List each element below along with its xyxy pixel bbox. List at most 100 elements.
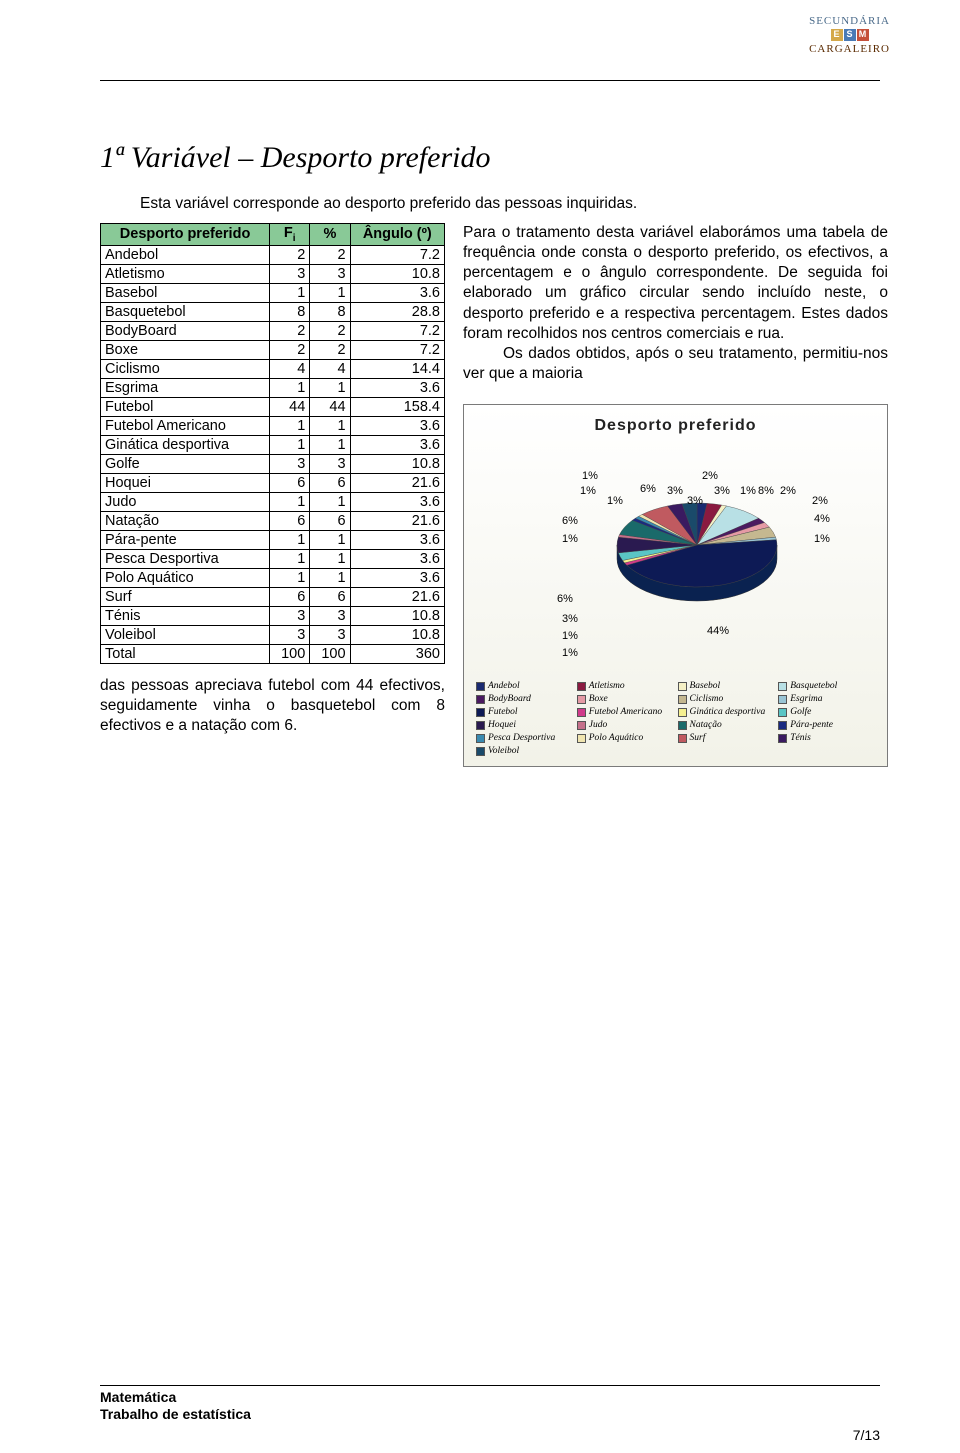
pct-label: 3% [562,613,578,625]
cell-pct: 1 [310,378,350,397]
cell-desporto: Ciclismo [101,359,270,378]
pct-label: 44% [707,625,729,637]
cell-angulo: 3.6 [350,378,444,397]
cell-fi: 8 [270,302,310,321]
cell-fi: 3 [270,454,310,473]
legend-label: Basebol [690,681,721,691]
cell-angulo: 3.6 [350,283,444,302]
cell-fi: 2 [270,340,310,359]
pct-label: 1% [562,533,578,545]
cell-fi: 6 [270,587,310,606]
legend-label: Ciclismo [690,694,724,704]
cell-desporto: Futebol Americano [101,416,270,435]
legend-label: Hoquei [488,720,516,730]
legend-label: Surf [690,733,706,743]
cell-angulo: 7.2 [350,340,444,359]
cell-fi: 1 [270,568,310,587]
pct-label: 1% [582,470,598,482]
pct-label: 1% [740,485,756,497]
pct-label: 3% [687,495,703,507]
cell-pct: 2 [310,340,350,359]
legend-item: Ciclismo [678,694,775,704]
pct-label: 3% [667,485,683,497]
legend-item: Surf [678,733,775,743]
table-row: Pára-pente 1 1 3.6 [101,530,445,549]
cell-pct: 1 [310,492,350,511]
legend-label: BodyBoard [488,694,531,704]
pct-label: 4% [814,513,830,525]
legend-label: Andebol [488,681,520,691]
table-row: Atletismo 3 3 10.8 [101,264,445,283]
legend-swatch [476,721,485,730]
cell-desporto: Judo [101,492,270,511]
table-row: Futebol Americano 1 1 3.6 [101,416,445,435]
pie-chart-area: 2%3%1%8%2%2%4%1%44%1%1%3%6%1%6%1%1%6%3%3… [472,455,879,675]
legend-label: Ginática desportiva [690,707,766,717]
legend-item: Natação [678,720,775,730]
legend-item: Voleibol [476,746,573,756]
logo-letter-m: M [857,29,869,41]
legend-label: Polo Aquático [589,733,643,743]
cell-angulo: 21.6 [350,473,444,492]
document-page: SECUNDÁRIA E S M CARGALEIRO 1ª Variável … [0,0,960,1453]
footer-line-1: Matemática [100,1389,880,1406]
cell-pct: 3 [310,625,350,644]
cell-desporto: Andebol [101,245,270,264]
cell-angulo: 3.6 [350,416,444,435]
cell-desporto: Ginática desportiva [101,435,270,454]
legend-label: Basquetebol [790,681,837,691]
legend-swatch [678,708,687,717]
cell-angulo: 3.6 [350,568,444,587]
legend-item: Futebol [476,707,573,717]
legend-label: Judo [589,720,607,730]
legend-swatch [778,695,787,704]
cell-angulo: 3.6 [350,435,444,454]
legend-swatch [476,682,485,691]
cell-pct: 1 [310,283,350,302]
cell-desporto: Ténis [101,606,270,625]
cell-desporto: Golfe [101,454,270,473]
pie-chart-svg [612,490,782,610]
legend-item: Atletismo [577,681,674,691]
legend-swatch [577,708,586,717]
cell-desporto: Hoquei [101,473,270,492]
legend-label: Futebol Americano [589,707,662,717]
cell-pct: 8 [310,302,350,321]
table-row: Natação 6 6 21.6 [101,511,445,530]
table-row: Golfe 3 3 10.8 [101,454,445,473]
pct-label: 6% [562,515,578,527]
table-header-row: Desporto preferido Fi % Ângulo (º) [101,224,445,246]
pct-label: 2% [812,495,828,507]
chart-legend: Andebol Atletismo Basebol Basquetebol BodyBo… [472,675,879,758]
legend-item: Basquetebol [778,681,875,691]
legend-swatch [678,682,687,691]
cell-pct: 1 [310,416,350,435]
legend-swatch [778,734,787,743]
two-column-layout: Desporto preferido Fi % Ângulo (º) Andeb… [100,223,880,767]
table-row: Boxe 2 2 7.2 [101,340,445,359]
cell-pct: 4 [310,359,350,378]
logo-esm-box: E S M [809,29,890,41]
cell-fi: 3 [270,606,310,625]
cell-total-pct: 100 [310,644,350,663]
page-number: 7/13 [853,1427,880,1443]
pct-label: 6% [640,483,656,495]
cell-desporto: Polo Aquático [101,568,270,587]
cell-pct: 1 [310,435,350,454]
school-logo: SECUNDÁRIA E S M CARGALEIRO [809,15,890,55]
cell-fi: 1 [270,492,310,511]
legend-label: Pára-pente [790,720,833,730]
legend-swatch [577,734,586,743]
cell-angulo: 7.2 [350,245,444,264]
cell-desporto: Boxe [101,340,270,359]
cell-fi: 3 [270,264,310,283]
legend-item: Pesca Desportiva [476,733,573,743]
cell-desporto: Basebol [101,283,270,302]
legend-item: BodyBoard [476,694,573,704]
legend-swatch [476,747,485,756]
legend-swatch [476,708,485,717]
cell-fi: 1 [270,283,310,302]
cell-fi: 2 [270,245,310,264]
pct-label: 1% [607,495,623,507]
legend-label: Pesca Desportiva [488,733,555,743]
